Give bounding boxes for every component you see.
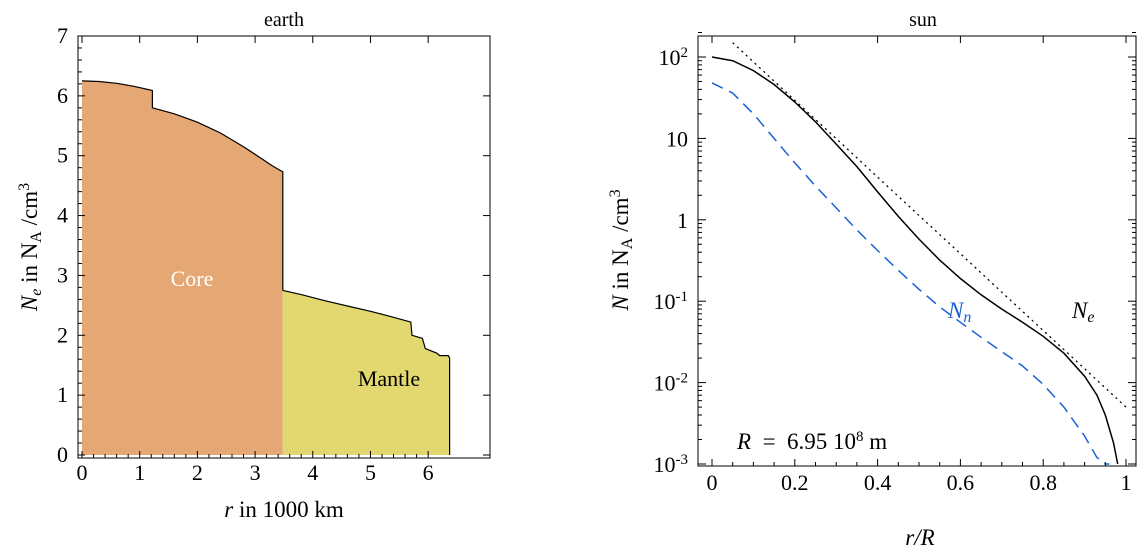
earth-xlabel: r in 1000 km <box>224 497 344 522</box>
sun-xtick-label: 0.4 <box>864 470 892 495</box>
ne-curve <box>711 56 1119 465</box>
sun-lines <box>711 42 1127 465</box>
earth-xtick-label: 2 <box>192 460 203 485</box>
earth-xtick-label: 5 <box>365 460 376 485</box>
earth-areas <box>81 80 451 456</box>
sun-ylabel-var: N <box>608 294 633 312</box>
earth-xlabel-rest: in 1000 km <box>233 497 344 522</box>
nn-label-sub: n <box>963 309 971 326</box>
sun-ylabel-rest: /cm <box>608 197 633 237</box>
earth-xlabel-var: r <box>224 497 234 522</box>
earth-ylabel-var: N <box>17 294 42 312</box>
earth-ticks: 0 1 2 3 4 5 6 0 1 2 3 4 5 6 7 <box>57 23 490 485</box>
earth-ytick-label: 5 <box>57 143 68 168</box>
nn-label: Nn <box>947 298 971 326</box>
sun-ylabel-sup: 3 <box>607 189 624 197</box>
sun-ylabel-sub2: A <box>619 237 636 249</box>
sun-xtick-label: 0.6 <box>947 470 975 495</box>
ne-label-var: N <box>1071 298 1089 323</box>
earth-ytick-label: 2 <box>57 322 68 347</box>
earth-ytick-label: 3 <box>57 262 68 287</box>
earth-xtick-label: 1 <box>134 460 145 485</box>
earth-ylabel-sub: e <box>28 289 45 296</box>
sun-ytick-label: 10-1 <box>654 289 689 314</box>
earth-ylabel: Ne in NA /cm3 <box>16 183 46 312</box>
earth-xtick-label: 3 <box>250 460 261 485</box>
earth-xtick-label: 4 <box>307 460 318 485</box>
earth-ylabel-rest: /cm <box>17 191 42 231</box>
sun-xtick-label: 1 <box>1121 470 1132 495</box>
sun-xtick-label: 0 <box>707 470 718 495</box>
mantle-area <box>282 290 450 455</box>
ne-label: Ne <box>1071 298 1094 326</box>
sun-xtick-label: 0.8 <box>1029 470 1057 495</box>
sun-ytick-label: 1 <box>677 208 688 233</box>
mantle-label: Mantle <box>358 366 420 391</box>
earth-xtick-label: 6 <box>423 460 434 485</box>
earth-ytick-label: 6 <box>57 83 68 108</box>
core-area-outline <box>81 80 284 291</box>
earth-ytick-label: 4 <box>57 203 68 228</box>
earth-ytick-label: 0 <box>57 442 68 467</box>
radius-annotation-text: = 6.95 10 <box>751 429 856 454</box>
sun-ylabel-mid: in N <box>608 249 633 295</box>
radius-annotation: R = 6.95 108 m <box>736 429 887 454</box>
earth-ytick-label: 1 <box>57 382 68 407</box>
sun-title: sun <box>909 9 937 31</box>
sun-ylabel: N in NA /cm3 <box>607 189 637 311</box>
nn-label-var: N <box>947 298 965 323</box>
earth-xtick-label: 0 <box>77 460 88 485</box>
sun-ytick-label: 10 <box>666 126 688 151</box>
core-label: Core <box>171 266 214 291</box>
radius-annotation-var: R <box>736 429 751 454</box>
earth-ytick-label: 7 <box>57 23 68 48</box>
sun-ytick-label: 102 <box>659 45 689 70</box>
earth-ylabel-sub2: A <box>28 231 45 243</box>
sun-xtick-label: 0.2 <box>781 470 809 495</box>
sun-ytick-label: 10-2 <box>654 371 689 396</box>
radius-annotation-unit: m <box>864 429 888 454</box>
radius-annotation-sup: 8 <box>856 429 864 445</box>
sun-ticks: 0 0.2 0.4 0.6 0.8 1 102 10 1 10-1 10-2 10-3 <box>654 31 1136 495</box>
mantle-area-outline <box>282 289 451 455</box>
earth-ylabel-sup: 3 <box>16 183 33 191</box>
sun-xlabel: r/R <box>905 525 934 549</box>
core-area <box>82 80 283 456</box>
sun-ytick-label: 10-3 <box>654 452 689 477</box>
earth-title: earth <box>264 9 304 31</box>
nn-curve <box>711 82 1110 465</box>
sun-plot-frame <box>697 35 1137 467</box>
ne-label-sub: e <box>1087 309 1094 326</box>
earth-plot-frame <box>77 35 491 459</box>
fit-curve <box>732 42 1127 408</box>
earth-chart: earth 0 1 2 3 4 5 6 0 1 2 3 4 5 6 7 Core Mantle r in 1… <box>16 9 491 522</box>
earth-ylabel-mid: in N <box>17 242 42 288</box>
